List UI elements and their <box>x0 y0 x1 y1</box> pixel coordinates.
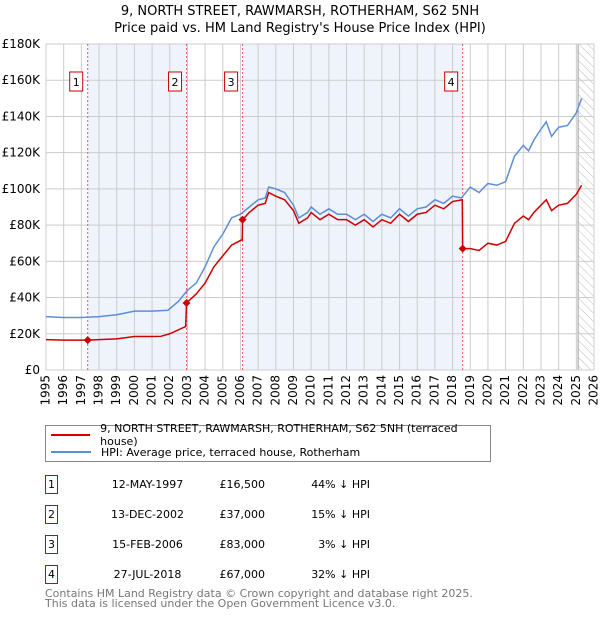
footer-line: This data is licensed under the Open Gov… <box>45 597 396 610</box>
y-tick-label: £160K <box>2 73 42 87</box>
legend-label: 9, NORTH STREET, RAWMARSH, ROTHERHAM, S6… <box>100 422 458 448</box>
x-tick-label: 2010 <box>304 375 318 406</box>
x-tick-label: 2002 <box>162 375 176 406</box>
x-tick-label: 2020 <box>480 375 494 406</box>
sale-marker-badge: 2 <box>45 505 58 524</box>
sale-row: 4 27-JUL-2018 £67,000 32% ↓ HPI <box>45 565 445 585</box>
legend-swatch <box>51 451 91 453</box>
y-tick-label: £100K <box>2 182 42 196</box>
plot-area: 1995 1996 1997 1998 1999 2000 2001 2002 2003 2004… <box>2 37 600 406</box>
sale-point <box>458 244 467 253</box>
x-tick-label: 2015 <box>392 375 406 406</box>
sale-row: 1 12-MAY-1997 £16,500 44% ↓ HPI <box>45 475 445 495</box>
x-tick-label: 2016 <box>410 375 424 406</box>
y-tick-label: £180K <box>2 37 42 51</box>
sale-date: 13-DEC-2002 <box>110 508 185 521</box>
x-tick-label: 2025 <box>569 375 583 406</box>
sale-hpi-diff: 15% ↓ HPI <box>311 508 370 521</box>
sale-row: 2 13-DEC-2002 £37,000 15% ↓ HPI <box>45 505 445 525</box>
sale-price: £67,000 <box>219 568 266 581</box>
sale-label-box <box>69 71 84 92</box>
sale-marker-badge: 1 <box>45 475 58 494</box>
sale-price: £83,000 <box>219 538 266 551</box>
x-tick-label: 2003 <box>180 375 194 406</box>
sale-price: £16,500 <box>219 478 266 491</box>
sale-marker-badge: 4 <box>45 565 58 584</box>
x-tick-label: 1996 <box>56 375 70 406</box>
x-tick-label: 2007 <box>251 375 265 406</box>
sale-price: £37,000 <box>219 508 266 521</box>
chart-subtitle: Price paid vs. HM Land Registry's House … <box>114 21 486 36</box>
y-tick-label: £120K <box>2 146 42 160</box>
sale-point <box>238 215 247 224</box>
sale-label-box <box>444 71 459 92</box>
legend-swatch <box>51 434 91 436</box>
x-tick-label: 1997 <box>74 375 88 406</box>
x-tick-label: 2019 <box>463 375 477 406</box>
footer-line: Contains HM Land Registry data © Crown c… <box>45 587 473 600</box>
legend-item-hpi: HPI: Average price, terraced house, Roth… <box>51 444 360 460</box>
sale-label: 4 <box>448 76 455 89</box>
y-tick-label: £20K <box>9 327 41 341</box>
sale-hpi-diff: 44% ↓ HPI <box>311 478 370 491</box>
y-tick-label: £140K <box>2 109 42 123</box>
x-tick-label: 1995 <box>39 375 53 406</box>
sale-row: 3 15-FEB-2006 £83,000 3% ↓ HPI <box>45 535 445 555</box>
sale-hpi-diff: 3% ↓ HPI <box>318 538 370 551</box>
sale-date: 15-FEB-2006 <box>112 538 183 551</box>
sale-label: 1 <box>73 76 80 89</box>
sale-point <box>83 336 92 345</box>
x-tick-label: 2024 <box>551 375 565 406</box>
x-tick-label: 2018 <box>445 375 459 406</box>
plot-border <box>45 43 595 371</box>
x-tick-label: 2023 <box>533 375 547 406</box>
sale-point <box>182 298 191 307</box>
x-tick-label: 2009 <box>286 375 300 406</box>
x-tick-label: 2012 <box>339 375 353 406</box>
x-tick-label: 2017 <box>427 375 441 406</box>
x-tick-label: 2001 <box>145 375 159 406</box>
x-tick-label: 2006 <box>233 375 247 406</box>
chart-title: 9, NORTH STREET, RAWMARSH, ROTHERHAM, S6… <box>120 4 480 19</box>
x-tick-label: 1998 <box>92 375 106 406</box>
x-tick-label: 2005 <box>215 375 229 406</box>
x-tick-label: 2026 <box>587 375 600 406</box>
legend-item-property: 9, NORTH STREET, RAWMARSH, ROTHERHAM, S6… <box>51 422 490 448</box>
hpi-line <box>45 98 583 319</box>
sale-hpi-diff: 32% ↓ HPI <box>311 568 370 581</box>
y-tick-label: £60K <box>9 254 41 268</box>
x-tick-label: 2014 <box>374 375 388 406</box>
y-tick-label: £0 <box>25 363 40 377</box>
x-tick-label: 2000 <box>127 375 141 406</box>
sale-date: 12-MAY-1997 <box>111 478 184 491</box>
y-tick-label: £40K <box>9 291 41 305</box>
legend-label: HPI: Average price, terraced house, Roth… <box>101 445 361 459</box>
x-tick-label: 2011 <box>321 375 335 406</box>
x-tick-label: 2022 <box>516 375 530 406</box>
shaded-period <box>87 44 187 370</box>
y-tick-label: £80K <box>9 218 41 232</box>
sale-label: 2 <box>172 76 179 89</box>
x-tick-label: 2008 <box>268 375 282 406</box>
sale-label-box <box>224 71 239 92</box>
legend: 9, NORTH STREET, RAWMARSH, ROTHERHAM, S6… <box>45 422 491 462</box>
sale-marker-badge: 3 <box>45 535 58 554</box>
footer: Contains HM Land Registry data © Crown c… <box>45 587 473 610</box>
forecast-hatch <box>578 44 594 370</box>
x-tick-label: 2013 <box>357 375 371 406</box>
x-tick-label: 1999 <box>109 375 123 406</box>
sale-label-box <box>168 71 183 92</box>
sale-date: 27-JUL-2018 <box>113 568 182 581</box>
sale-label: 3 <box>228 76 235 89</box>
x-tick-label: 2004 <box>198 375 212 406</box>
x-tick-label: 2021 <box>498 375 512 406</box>
